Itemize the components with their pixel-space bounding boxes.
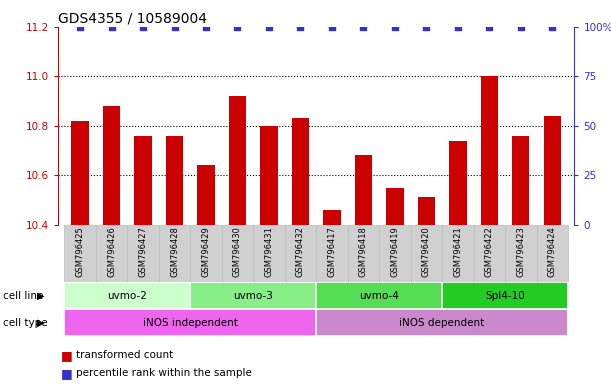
Bar — [386, 187, 403, 225]
Bar — [512, 136, 530, 225]
Text: ■: ■ — [61, 367, 73, 380]
FancyBboxPatch shape — [96, 225, 127, 282]
Text: GSM796420: GSM796420 — [422, 227, 431, 277]
Bar — [323, 210, 340, 225]
FancyBboxPatch shape — [348, 225, 379, 282]
FancyBboxPatch shape — [64, 225, 96, 282]
FancyBboxPatch shape — [505, 225, 536, 282]
Text: transformed count: transformed count — [76, 350, 174, 360]
FancyBboxPatch shape — [222, 225, 253, 282]
Text: GSM796427: GSM796427 — [139, 227, 147, 277]
Bar — [260, 126, 277, 225]
Bar — [449, 141, 467, 225]
Text: GSM796417: GSM796417 — [327, 227, 337, 277]
Text: iNOS independent: iNOS independent — [143, 318, 238, 328]
FancyBboxPatch shape — [442, 225, 474, 282]
Bar — [229, 96, 246, 225]
Text: uvmo-2: uvmo-2 — [108, 291, 147, 301]
Text: Spl4-10: Spl4-10 — [485, 291, 525, 301]
Text: GSM796430: GSM796430 — [233, 227, 242, 277]
Text: GSM796424: GSM796424 — [548, 227, 557, 277]
Bar — [292, 118, 309, 225]
Bar — [197, 166, 214, 225]
FancyBboxPatch shape — [64, 309, 316, 336]
Text: ■: ■ — [61, 349, 73, 362]
FancyBboxPatch shape — [316, 225, 348, 282]
Text: percentile rank within the sample: percentile rank within the sample — [76, 368, 252, 378]
Text: GSM796419: GSM796419 — [390, 227, 400, 277]
Bar — [134, 136, 152, 225]
Text: uvmo-4: uvmo-4 — [359, 291, 399, 301]
Text: GSM796423: GSM796423 — [516, 227, 525, 277]
Bar — [71, 121, 89, 225]
Text: GSM796429: GSM796429 — [202, 227, 211, 277]
Bar — [166, 136, 183, 225]
FancyBboxPatch shape — [253, 225, 285, 282]
Bar — [418, 197, 435, 225]
Text: cell line: cell line — [3, 291, 43, 301]
FancyBboxPatch shape — [536, 225, 568, 282]
Text: cell type: cell type — [3, 318, 48, 328]
FancyBboxPatch shape — [411, 225, 442, 282]
Text: GSM796421: GSM796421 — [453, 227, 463, 277]
FancyBboxPatch shape — [190, 225, 222, 282]
Bar — [355, 156, 372, 225]
Text: ▶: ▶ — [37, 291, 45, 301]
Text: ▶: ▶ — [37, 318, 45, 328]
Text: GSM796432: GSM796432 — [296, 227, 305, 277]
Text: GSM796426: GSM796426 — [107, 227, 116, 277]
Text: GDS4355 / 10589004: GDS4355 / 10589004 — [58, 12, 207, 26]
Text: iNOS dependent: iNOS dependent — [400, 318, 485, 328]
FancyBboxPatch shape — [127, 225, 159, 282]
FancyBboxPatch shape — [379, 225, 411, 282]
Text: GSM796422: GSM796422 — [485, 227, 494, 277]
FancyBboxPatch shape — [64, 282, 190, 309]
Bar — [544, 116, 561, 225]
FancyBboxPatch shape — [190, 282, 316, 309]
FancyBboxPatch shape — [316, 282, 442, 309]
Bar — [103, 106, 120, 225]
FancyBboxPatch shape — [474, 225, 505, 282]
Bar — [481, 76, 498, 225]
FancyBboxPatch shape — [285, 225, 316, 282]
FancyBboxPatch shape — [316, 309, 568, 336]
Text: GSM796418: GSM796418 — [359, 227, 368, 277]
Text: GSM796431: GSM796431 — [265, 227, 274, 277]
FancyBboxPatch shape — [442, 282, 568, 309]
FancyBboxPatch shape — [159, 225, 190, 282]
Text: uvmo-3: uvmo-3 — [233, 291, 273, 301]
Text: GSM796428: GSM796428 — [170, 227, 179, 277]
Text: GSM796425: GSM796425 — [76, 227, 84, 277]
